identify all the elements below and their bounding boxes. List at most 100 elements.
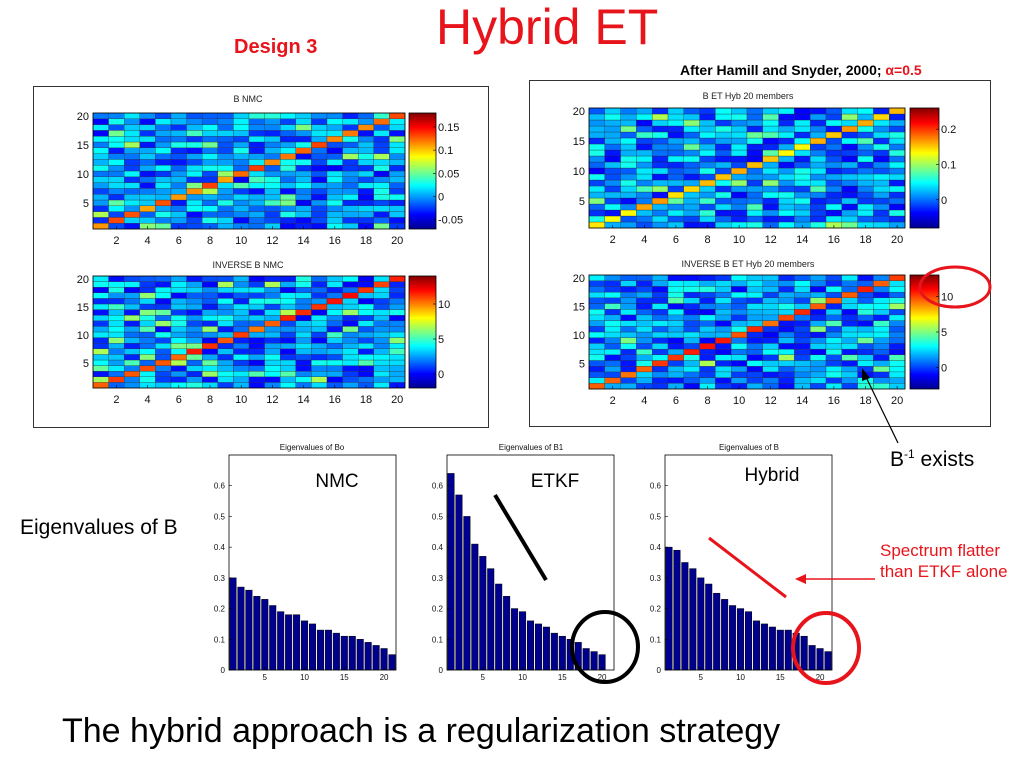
heatmap-cell — [139, 199, 156, 206]
heatmap-cell — [857, 326, 874, 333]
heatmap-cell — [202, 159, 218, 166]
heatmap-cell — [280, 298, 296, 305]
citation-alpha: α=0.5 — [885, 62, 922, 78]
heatmap-cell — [311, 275, 328, 282]
heatmap-cell — [873, 149, 890, 157]
heatmap-cell — [889, 119, 906, 127]
heatmap-cell — [124, 320, 140, 327]
heatmap-axes-frame — [92, 275, 406, 389]
heatmap-cell — [667, 348, 684, 355]
heatmap-cell — [841, 331, 858, 338]
heatmap-cell — [358, 343, 374, 349]
heatmap-cell — [342, 354, 359, 361]
heatmap-cell — [108, 194, 125, 201]
heatmap-cell — [342, 287, 359, 293]
heatmap-cell — [311, 348, 328, 355]
heatmap-cell — [778, 197, 795, 205]
heatmap-cell — [92, 303, 109, 310]
heatmap-cell — [841, 149, 858, 157]
heatmap-axes-frame — [588, 107, 906, 229]
heatmap-cell — [233, 211, 250, 218]
heatmap-cell — [746, 337, 763, 344]
heatmap-cell — [889, 320, 906, 327]
heatmap-cell — [186, 298, 203, 305]
panel-label-hybrid: Hybrid — [745, 465, 800, 486]
heatmap-cell — [139, 159, 156, 166]
heatmap-cell — [248, 326, 265, 333]
heatmap-cell — [889, 297, 906, 304]
heatmap-cell — [825, 179, 842, 187]
heatmap-cell — [857, 331, 874, 338]
colorbar-tick-label: 0.05 — [438, 168, 459, 180]
heatmap-cell — [124, 130, 140, 137]
heatmap-cell — [170, 365, 187, 372]
eigenvalue-bar — [590, 651, 598, 671]
bar-y-tick-label: 0 — [439, 666, 444, 675]
heatmap-cell — [746, 354, 763, 361]
heatmap-cell — [588, 137, 605, 145]
heatmap-cell — [186, 365, 203, 372]
binv-superscript: -1 — [904, 447, 915, 461]
heatmap-cell — [652, 354, 669, 361]
heatmap-cell — [248, 354, 265, 361]
heatmap-cell — [778, 320, 795, 327]
heatmap-cell — [588, 155, 605, 163]
heatmap-cell — [389, 303, 406, 310]
heatmap-cell — [326, 205, 343, 212]
heatmap-cell — [358, 194, 374, 201]
heatmap-cell — [155, 217, 172, 224]
heatmap-cell — [280, 354, 296, 361]
heatmap-cell — [794, 131, 811, 139]
heatmap-cell — [762, 107, 779, 115]
heatmap-cell — [794, 173, 811, 181]
heatmap-cell — [170, 343, 187, 349]
heatmap-cell — [217, 348, 234, 355]
heatmap-cell — [92, 281, 109, 288]
heatmap-cell — [778, 366, 795, 373]
heatmap-cell — [620, 383, 637, 390]
heatmap-cell — [778, 167, 795, 175]
heatmap-cell — [264, 303, 281, 310]
heatmap-cell — [186, 124, 203, 131]
heatmap-cell — [873, 331, 890, 338]
heatmap-cell — [373, 141, 390, 148]
binv-base: B — [890, 448, 905, 471]
heatmap-cell — [373, 170, 390, 177]
heatmap-cell — [217, 217, 234, 224]
bar-chart-eigenvalues-b: Eigenvalues of B Hybrid 00.10.20.30.40.5… — [650, 443, 833, 682]
heatmap-cell — [92, 159, 109, 166]
heatmap-cell — [92, 326, 109, 333]
heatmap-cell — [202, 124, 218, 131]
heatmap-cell — [715, 320, 732, 327]
heatmap-cell — [731, 331, 748, 338]
design-label: Design 3 — [234, 36, 318, 58]
heatmap-cell — [358, 159, 374, 166]
heatmap-cell — [295, 170, 312, 177]
heatmap-cell — [746, 360, 763, 367]
heatmap-cell — [667, 354, 684, 361]
heatmap-cell — [124, 376, 140, 383]
heatmap-cell — [280, 188, 296, 195]
heatmap-cell — [186, 354, 203, 361]
heatmap-cell — [794, 143, 811, 151]
heatmap-cell — [170, 320, 187, 327]
heatmap-cell — [358, 292, 374, 299]
heatmap-cell — [699, 215, 716, 223]
heatmap-cell — [873, 191, 890, 199]
heatmap-cell — [588, 149, 605, 157]
bar-chart-title: Eigenvalues of B — [719, 443, 779, 452]
heatmap-cell — [620, 215, 637, 223]
heatmap-cell — [326, 292, 343, 299]
heatmap-cell — [155, 199, 172, 206]
eigenvalue-bar — [681, 562, 689, 671]
heatmap-cell — [326, 303, 343, 310]
heatmap-cell — [170, 376, 187, 383]
heatmap-cell — [170, 147, 187, 154]
heatmap-cell — [139, 112, 156, 119]
heatmap-cell — [620, 348, 637, 355]
heatmap-cell — [373, 124, 390, 131]
bar-y-tick-label: 0.2 — [432, 605, 444, 614]
heatmap-cell — [636, 280, 653, 287]
heatmap-cell — [604, 326, 621, 333]
heatmap-cell — [389, 130, 406, 137]
